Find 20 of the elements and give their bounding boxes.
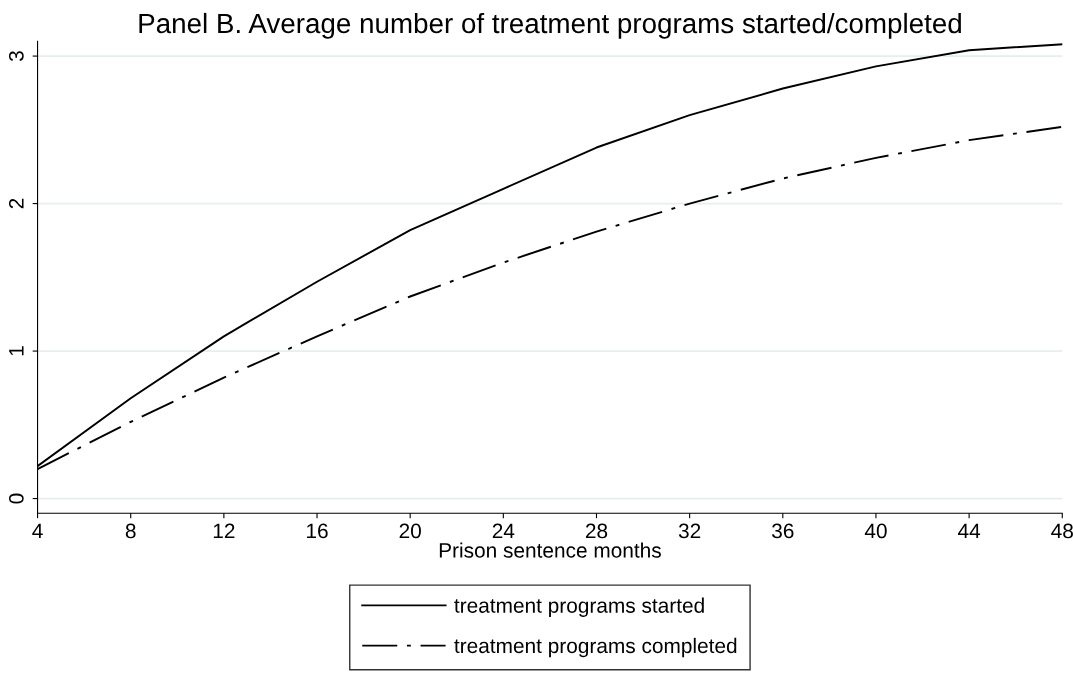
x-tick-label: 20 [399,523,421,539]
legend-label: treatment programs completed [454,637,737,658]
x-tick-label: 8 [125,523,136,539]
x-axis-title: Prison sentence months [439,542,661,558]
x-tick-label: 16 [307,523,328,539]
y-tick-label: 1 [9,346,24,356]
y-tick-label: 0 [8,493,24,504]
x-tick-label: 48 [1051,523,1073,539]
y-tick-label: 2 [8,198,24,209]
x-tick-label: 44 [958,523,981,539]
x-tick-label: 36 [772,523,794,539]
y-tick-label: 3 [8,51,24,62]
x-tick-label: 24 [492,523,515,539]
x-tick-label: 40 [864,523,887,539]
chart-title: Panel B. Average number of treatment programs started/completed [139,12,961,39]
x-tick-label: 12 [213,523,235,539]
x-tick-label: 32 [678,523,701,539]
x-tick-label: 4 [32,523,43,539]
legend-label: treatment programs started [454,597,704,617]
x-tick-label: 28 [585,523,608,539]
